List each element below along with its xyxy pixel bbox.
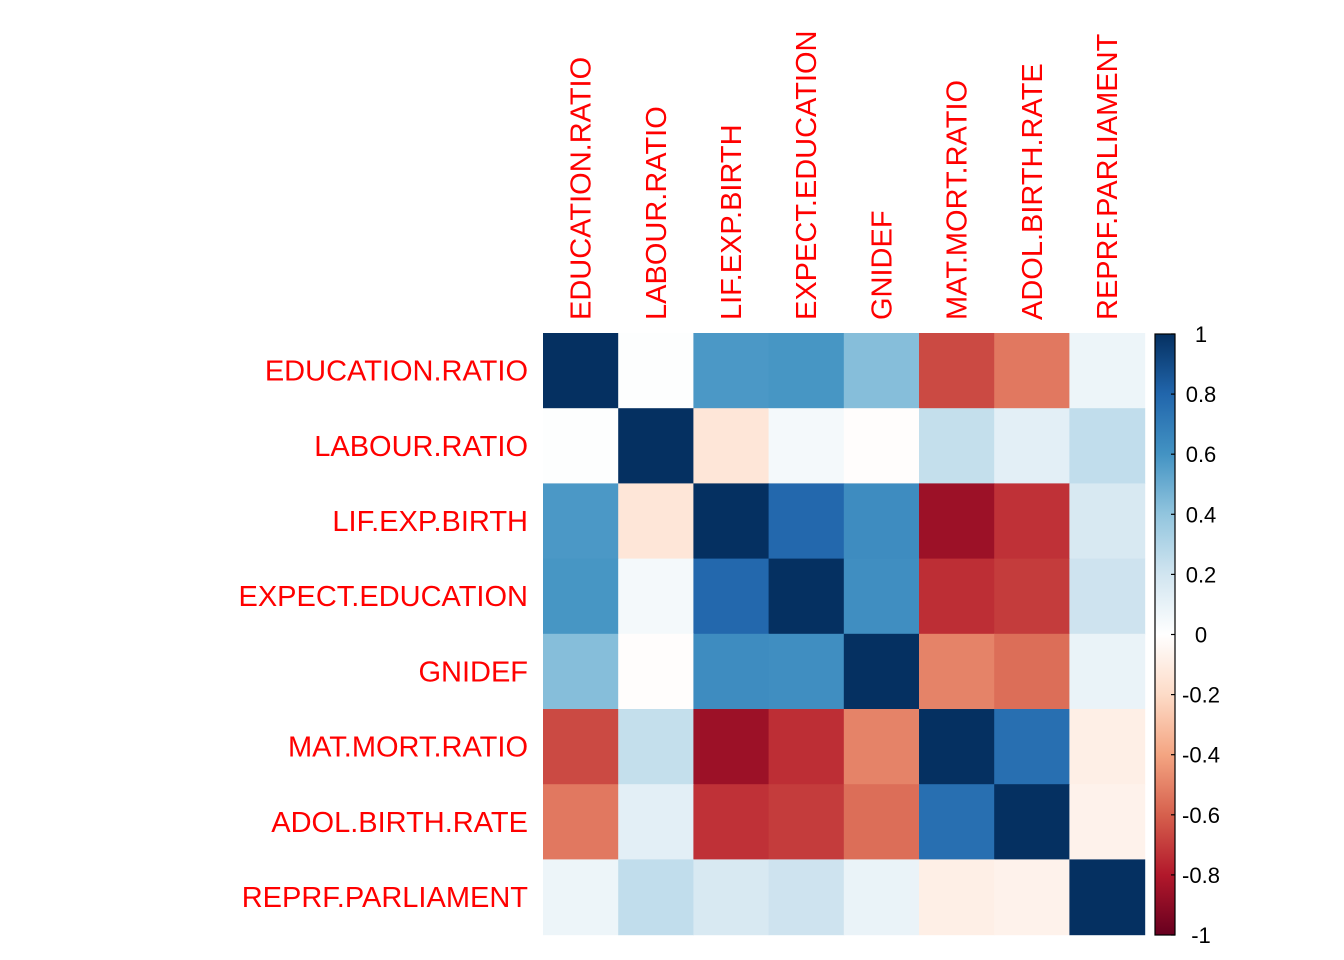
heatmap-cell-0-1 <box>618 333 694 409</box>
heatmap-cell-0-7 <box>1069 333 1146 409</box>
heatmap-cell-6-3 <box>768 784 845 860</box>
heatmap-cell-0-2 <box>693 333 770 409</box>
heatmap-cell-1-0 <box>543 408 619 484</box>
heatmap-cell-2-4 <box>843 483 920 560</box>
heatmap-cell-2-7 <box>1069 483 1146 560</box>
column-label: REPRF.PARLIAMENT <box>1092 33 1124 320</box>
colorbar-tick-label: -1 <box>1191 923 1211 948</box>
heatmap-cell-4-4 <box>843 633 920 710</box>
row-label: LIF.EXP.BIRTH <box>332 506 528 538</box>
heatmap-cell-2-6 <box>994 483 1070 560</box>
heatmap-cell-4-5 <box>919 633 995 710</box>
heatmap-cell-7-4 <box>843 859 920 936</box>
row-labels: EDUCATION.RATIO LABOUR.RATIO LIF.EXP.BIRTH… <box>238 356 528 914</box>
colorbar-tick-label: 0 <box>1195 623 1207 648</box>
heatmap-cell-2-1 <box>618 483 694 560</box>
row-label: REPRF.PARLIAMENT <box>242 882 529 914</box>
colorbar-tick-label: -0.2 <box>1182 683 1220 708</box>
heatmap-cell-7-6 <box>994 859 1070 936</box>
heatmap-cell-3-4 <box>843 558 920 635</box>
heatmap-cell-5-6 <box>994 709 1070 785</box>
heatmap-cell-6-1 <box>618 784 694 860</box>
heatmap-cell-1-2 <box>693 408 770 484</box>
colorbar-tick-label: 1 <box>1195 322 1207 347</box>
heatmap-cell-3-1 <box>618 558 694 635</box>
heatmap-cell-0-3 <box>768 333 845 409</box>
heatmap-cell-7-0 <box>543 859 619 936</box>
heatmap-cell-7-5 <box>919 859 995 936</box>
heatmap-cell-2-3 <box>768 483 845 560</box>
heatmap-cell-6-4 <box>843 784 920 860</box>
colorbar-tick-label: -0.6 <box>1182 803 1220 828</box>
heatmap-cell-4-0 <box>543 633 619 710</box>
row-label: EDUCATION.RATIO <box>265 356 528 388</box>
heatmap-cell-3-2 <box>693 558 770 635</box>
heatmap-cell-0-4 <box>843 333 920 409</box>
colorbar-tick-label: -0.8 <box>1182 863 1220 888</box>
column-label: MAT.MORT.RATIO <box>942 80 974 320</box>
row-label: EXPECT.EDUCATION <box>238 581 528 613</box>
heatmap-cell-3-5 <box>919 558 995 635</box>
heatmap-cell-6-7 <box>1069 784 1146 860</box>
heatmap-cell-5-5 <box>919 709 995 785</box>
heatmap-cell-2-0 <box>543 483 619 560</box>
heatmap-cell-6-2 <box>693 784 770 860</box>
heatmap-cell-6-5 <box>919 784 995 860</box>
colorbar-tick-label: 0.8 <box>1186 382 1217 407</box>
heatmap-cell-7-2 <box>693 859 770 936</box>
colorbar-tick-label: -0.4 <box>1182 743 1220 768</box>
column-label: LABOUR.RATIO <box>641 106 673 320</box>
heatmap-cell-2-2 <box>693 483 770 560</box>
column-label: LIF.EXP.BIRTH <box>716 124 748 320</box>
heatmap-cell-1-1 <box>618 408 694 484</box>
heatmap-cell-4-1 <box>618 633 694 710</box>
column-label: GNIDEF <box>866 210 898 320</box>
heatmap-cell-6-0 <box>543 784 619 860</box>
heatmap-cell-4-3 <box>768 633 845 710</box>
heatmap-cell-0-0 <box>543 333 619 409</box>
heatmap-cell-3-7 <box>1069 558 1146 635</box>
heatmap-cell-7-1 <box>618 859 694 936</box>
heatmap-cell-0-6 <box>994 333 1070 409</box>
heatmap-cell-1-7 <box>1069 408 1146 484</box>
row-label: LABOUR.RATIO <box>314 431 528 463</box>
heatmap-cell-0-5 <box>919 333 995 409</box>
heatmap-cell-5-4 <box>843 709 920 785</box>
heatmap-cell-3-3 <box>768 558 845 635</box>
heatmap-cells <box>543 333 1146 936</box>
heatmap-cell-1-3 <box>768 408 845 484</box>
row-label: MAT.MORT.RATIO <box>288 732 528 764</box>
heatmap-cell-2-5 <box>919 483 995 560</box>
heatmap-cell-1-6 <box>994 408 1070 484</box>
heatmap-cell-5-7 <box>1069 709 1146 785</box>
row-label: ADOL.BIRTH.RATE <box>271 807 528 839</box>
heatmap-cell-7-3 <box>768 859 845 936</box>
colorbar: 1 0.8 0.6 0.4 0.2 0 -0.2 -0.4 -0.6 -0.8 -1 <box>1154 322 1220 948</box>
heatmap-cell-1-4 <box>843 408 920 484</box>
heatmap-cell-4-2 <box>693 633 770 710</box>
heatmap-cell-5-1 <box>618 709 694 785</box>
colorbar-tick-label: 0.6 <box>1186 442 1217 467</box>
heatmap-cell-3-6 <box>994 558 1070 635</box>
heatmap-cell-3-0 <box>543 558 619 635</box>
heatmap-cell-5-0 <box>543 709 619 785</box>
column-label: EXPECT.EDUCATION <box>791 30 823 320</box>
heatmap-cell-4-6 <box>994 633 1070 710</box>
heatmap-cell-7-7 <box>1069 859 1146 936</box>
colorbar-tick-label: 0.2 <box>1186 562 1217 587</box>
heatmap-cell-6-6 <box>994 784 1070 860</box>
column-label: EDUCATION.RATIO <box>566 57 598 320</box>
heatmap-cell-5-2 <box>693 709 770 785</box>
row-label: GNIDEF <box>418 656 528 688</box>
column-labels: EDUCATION.RATIO LABOUR.RATIO LIF.EXP.BIRTH… <box>566 30 1124 320</box>
heatmap-cell-4-7 <box>1069 633 1146 710</box>
colorbar-tick-label: 0.4 <box>1186 502 1217 527</box>
heatmap-cell-1-5 <box>919 408 995 484</box>
column-label: ADOL.BIRTH.RATE <box>1017 63 1049 320</box>
heatmap-cell-5-3 <box>768 709 845 785</box>
